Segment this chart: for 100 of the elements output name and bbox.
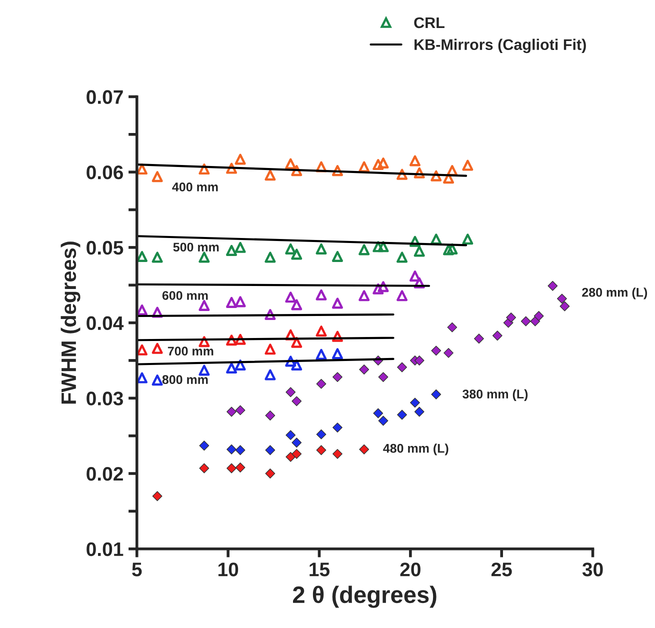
- x-tick-label: 30: [582, 562, 603, 576]
- point: [372, 283, 384, 294]
- y-tick-label: 0.06: [86, 166, 123, 180]
- point: [431, 346, 442, 356]
- legend-label: KB-Mirrors (Caglioti Fit): [414, 38, 586, 54]
- point: [152, 171, 163, 182]
- point: [316, 161, 327, 172]
- point: [198, 364, 210, 376]
- point: [198, 164, 210, 175]
- point: [534, 311, 544, 321]
- point: [264, 369, 276, 380]
- point: [358, 161, 370, 172]
- point: [198, 300, 210, 311]
- point: [226, 362, 238, 374]
- point: [332, 372, 342, 382]
- y-tick-label: 0.03: [86, 392, 123, 406]
- point: [234, 242, 246, 253]
- point: [431, 389, 442, 400]
- point: [560, 301, 570, 312]
- x-tick-label: 15: [310, 562, 330, 576]
- point: [152, 491, 162, 502]
- point: [198, 336, 210, 348]
- point: [285, 356, 296, 367]
- point: [396, 252, 408, 263]
- point: [136, 250, 148, 262]
- point: [291, 299, 302, 310]
- point: [443, 172, 454, 184]
- point: [291, 359, 302, 370]
- point: [265, 410, 276, 420]
- point: [414, 356, 424, 366]
- point: [358, 244, 370, 256]
- point: [332, 422, 342, 432]
- point: [285, 158, 296, 170]
- point: [430, 170, 442, 182]
- point: [359, 364, 370, 374]
- point: [291, 336, 302, 348]
- point: [316, 348, 327, 360]
- point: [359, 444, 370, 454]
- annotation: 800 mm: [162, 375, 208, 384]
- x-tick-label: 20: [400, 562, 420, 576]
- point: [410, 398, 420, 408]
- annotation: 500 mm: [173, 242, 219, 252]
- point: [234, 296, 246, 308]
- point: [286, 430, 296, 440]
- point: [199, 440, 210, 451]
- point: [264, 344, 276, 355]
- point: [136, 304, 148, 316]
- point: [316, 445, 326, 456]
- point: [292, 438, 302, 448]
- legend-label: CRL: [414, 17, 444, 28]
- point: [316, 243, 327, 254]
- point: [332, 348, 343, 360]
- point: [291, 248, 302, 260]
- point: [373, 408, 384, 418]
- point: [530, 316, 540, 326]
- point: [226, 463, 236, 474]
- point: [414, 406, 424, 417]
- point: [292, 448, 302, 459]
- point: [446, 165, 458, 176]
- point: [506, 312, 516, 322]
- point: [446, 243, 458, 254]
- point: [396, 290, 408, 302]
- point: [332, 330, 343, 342]
- point: [378, 416, 388, 426]
- point: [447, 322, 458, 332]
- point: [316, 289, 327, 300]
- point: [332, 448, 342, 459]
- point: [136, 344, 148, 356]
- point: [235, 405, 246, 416]
- point: [409, 236, 420, 247]
- point: [226, 334, 238, 346]
- point: [234, 359, 246, 370]
- annotation: 600 mm: [162, 291, 208, 300]
- point: [557, 294, 567, 304]
- point: [235, 445, 246, 456]
- point: [152, 252, 163, 263]
- y-tick-label: 0.07: [86, 90, 123, 104]
- point: [548, 280, 558, 291]
- y-tick-label: 0.04: [86, 316, 124, 330]
- point: [443, 244, 454, 256]
- point: [264, 252, 276, 263]
- point: [520, 316, 531, 326]
- point: [226, 296, 238, 308]
- point: [234, 154, 246, 165]
- point: [226, 406, 236, 417]
- point: [291, 165, 302, 176]
- annotation: 380 mm (L): [462, 389, 528, 401]
- point: [430, 234, 442, 245]
- point: [226, 444, 236, 454]
- y-tick-label: 0.02: [86, 466, 123, 481]
- point: [474, 334, 484, 344]
- y-axis-title: FWHM (degrees): [60, 242, 80, 404]
- point: [378, 158, 389, 169]
- point: [378, 241, 389, 252]
- point: [378, 281, 389, 292]
- point: [492, 330, 502, 341]
- point: [409, 270, 420, 282]
- point: [285, 329, 296, 340]
- point: [397, 410, 407, 420]
- point: [414, 246, 425, 257]
